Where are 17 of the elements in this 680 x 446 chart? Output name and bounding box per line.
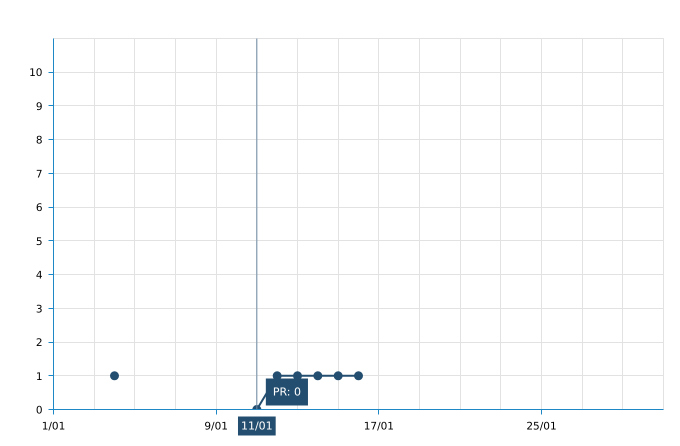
y-tick-label: 3 xyxy=(36,303,43,316)
y-tick-label: 4 xyxy=(36,270,43,282)
x-tick-label: 25/01 xyxy=(526,420,557,432)
y-tick-label: 2 xyxy=(36,337,43,350)
y-tick-label: 0 xyxy=(36,404,43,416)
y-tick-label: 10 xyxy=(29,67,43,80)
ref-line-label: 11/01 xyxy=(240,420,273,432)
x-tick-label: 17/01 xyxy=(364,420,394,432)
y-tick-label: 9 xyxy=(36,100,43,113)
x-tick-label: 1/01 xyxy=(42,420,66,432)
x-tick-label: 9/01 xyxy=(204,420,228,432)
y-tick-label: 7 xyxy=(36,168,43,180)
y-tick-label: 1 xyxy=(36,370,43,383)
y-tick-label: 6 xyxy=(36,202,43,214)
y-tick-label: 8 xyxy=(36,134,43,147)
annotation: PR: 0 xyxy=(272,386,301,398)
y-tick-label: 5 xyxy=(36,236,43,248)
